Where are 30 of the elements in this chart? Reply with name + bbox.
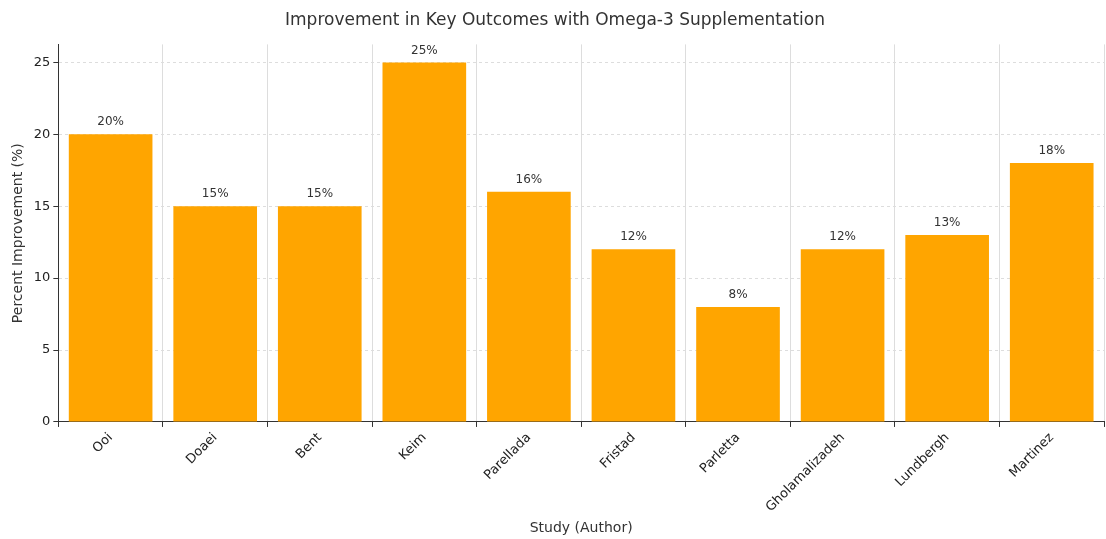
bar — [68, 134, 153, 422]
data-label: 16% — [515, 171, 543, 186]
bar — [905, 234, 989, 422]
bar — [591, 249, 676, 422]
x-axis-title: Study (Author) — [529, 519, 633, 536]
x-tick-label: Ooi — [89, 429, 116, 456]
y-tick-label: 0 — [42, 413, 51, 429]
data-label: 15% — [306, 186, 334, 201]
y-tick-label: 10 — [33, 269, 51, 285]
data-label: 12% — [620, 229, 647, 244]
bar — [277, 206, 362, 422]
data-label: 12% — [829, 229, 856, 244]
y-tick-label: 5 — [42, 341, 51, 357]
chart-title: Improvement in Key Outcomes with Omega-3 Supplementation — [285, 8, 825, 29]
bar — [173, 206, 258, 422]
y-axis-title: Percent Improvement (%) — [9, 143, 26, 324]
data-label: 18% — [1038, 143, 1066, 158]
data-label: 8% — [728, 287, 748, 301]
data-label: 13% — [933, 215, 961, 230]
bar — [1009, 163, 1094, 422]
y-tick-label: 15 — [33, 197, 51, 213]
y-tick-label: 20 — [33, 125, 51, 141]
data-label: 25% — [410, 42, 438, 57]
bar — [487, 191, 571, 422]
data-label: 20% — [97, 114, 124, 129]
bar — [800, 249, 885, 422]
bar — [696, 306, 780, 422]
data-label: 15% — [201, 186, 229, 201]
y-tick-label: 25 — [33, 53, 51, 69]
bar — [382, 62, 467, 422]
